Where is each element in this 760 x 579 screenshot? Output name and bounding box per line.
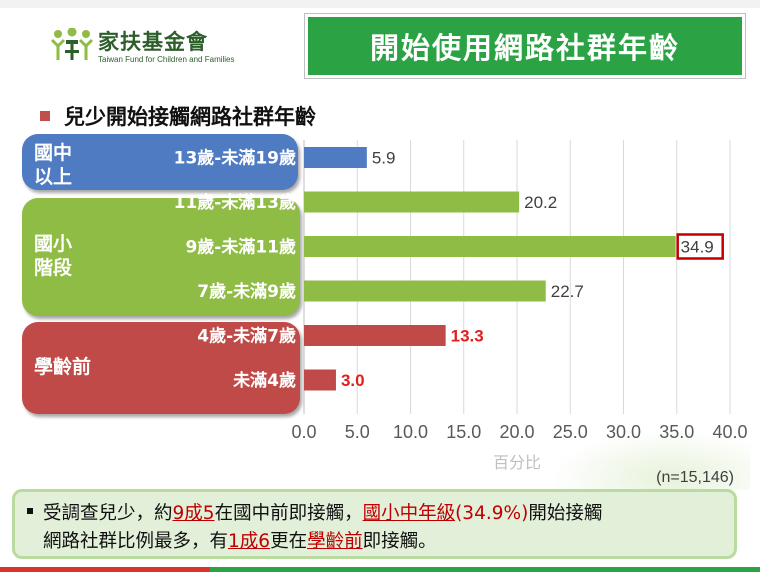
background-decoration: [550, 430, 750, 490]
bar: [304, 280, 546, 302]
summary-part6: 即接觸。: [362, 531, 437, 552]
summary-text: 受調查兒少，約9成5在國中前即接觸，國小中年級(34.9%)開始接觸 網路社群比…: [27, 500, 724, 556]
x-tick-label: 20.0: [499, 422, 534, 442]
x-axis-label: 百分比: [493, 453, 541, 472]
category-label: 9歲-未滿11歲: [185, 237, 296, 258]
slide-title-box: 開始使用網路社群年齡: [305, 14, 745, 78]
x-tick-label: 10.0: [393, 422, 428, 442]
bottom-rule: [0, 567, 760, 572]
value-label: 5.9: [372, 149, 396, 168]
x-tick-label: 35.0: [659, 422, 694, 442]
value-label: 22.7: [551, 282, 584, 301]
sample-size: (n=15,146): [656, 469, 734, 486]
top-rule: [0, 0, 760, 8]
bar: [304, 369, 336, 391]
group-label-junior-high: 國中 以上: [34, 142, 73, 188]
square-bullet-icon: [40, 111, 50, 121]
org-name: 家扶基金會: [98, 30, 208, 54]
group-box-junior-high: [22, 134, 298, 190]
summary-highlight-3: (34.9%): [455, 503, 529, 524]
category-label: 7歲-未滿9歲: [197, 281, 296, 302]
x-tick-label: 5.0: [345, 422, 370, 442]
value-label: 13.3: [451, 327, 484, 346]
x-tick-label: 30.0: [606, 422, 641, 442]
bar: [304, 236, 676, 257]
category-label: 未滿4歲: [232, 370, 296, 391]
section-title: 兒少開始接觸網路社群年齡: [40, 101, 316, 131]
org-subtitle: Taiwan Fund for Children and Families: [98, 55, 235, 64]
section-title-text: 兒少開始接觸網路社群年齡: [64, 105, 316, 129]
family-logo-icon: [50, 28, 94, 60]
category-label: 4歲-未滿7歲: [197, 326, 296, 347]
value-label: 20.2: [524, 193, 557, 212]
x-tick-label: 0.0: [291, 422, 316, 442]
summary-bullet-icon: [27, 508, 33, 514]
x-tick-label: 40.0: [712, 422, 747, 442]
summary-highlight-2: 國小中年級: [362, 503, 456, 524]
summary-part5: 更在: [270, 531, 308, 552]
highlight-box: [676, 233, 724, 260]
org-logo: 家扶基金會 Taiwan Fund for Children and Famil…: [50, 26, 250, 70]
bar: [304, 147, 367, 168]
category-label: 11歲-未滿13歲: [174, 192, 296, 213]
bar: [304, 325, 446, 346]
summary-part3: 開始接觸: [528, 503, 603, 524]
category-label: 13歲-未滿19歲: [174, 148, 296, 169]
x-tick-label: 25.0: [553, 422, 588, 442]
group-box-preschool: [22, 322, 300, 414]
summary-highlight-1: 9成5: [172, 503, 215, 524]
summary-part4: 網路社群比例最多，有: [43, 531, 229, 552]
summary-part2: 在國中前即接觸，: [214, 503, 363, 524]
group-label-preschool: 學齡前: [34, 356, 92, 378]
group-label-elementary: 國小 階段: [34, 233, 73, 279]
summary-part1: 受調查兒少，約: [43, 503, 173, 524]
summary-highlight-4: 1成6: [228, 531, 271, 552]
value-label: 3.0: [341, 371, 365, 390]
value-label: 34.9: [681, 238, 714, 257]
slide-title: 開始使用網路社群年齡: [369, 31, 680, 65]
summary-highlight-5: 學齡前: [307, 531, 363, 552]
group-box-elementary: [22, 198, 300, 316]
bar: [304, 191, 520, 213]
x-tick-label: 15.0: [446, 422, 481, 442]
summary-box: 受調查兒少，約9成5在國中前即接觸，國小中年級(34.9%)開始接觸 網路社群比…: [12, 489, 737, 559]
